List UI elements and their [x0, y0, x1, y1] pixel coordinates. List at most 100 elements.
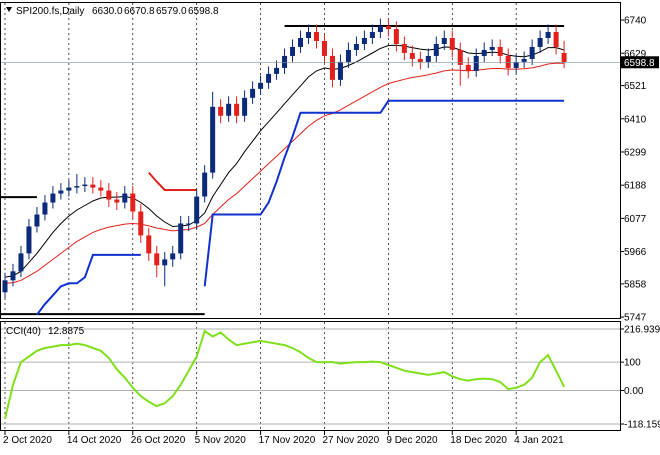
candle-body — [521, 58, 527, 62]
candle-body — [154, 253, 160, 266]
candle-body — [122, 193, 128, 203]
candle-body — [250, 88, 256, 98]
candle-body — [106, 190, 112, 200]
indicator-line — [148, 171, 197, 191]
menu-arrow — [6, 7, 12, 12]
y-tick-label: 6077 — [624, 214, 647, 225]
candle-body — [98, 187, 104, 191]
plot-area: 6740 6629 6521 6410 6299 6188 6077 5966 5858 5747… — [1, 3, 660, 446]
candle-body — [282, 55, 288, 68]
candle-body — [489, 46, 495, 50]
candle-body — [561, 52, 567, 63]
candle-body — [537, 38, 543, 47]
y-tick-label: 6629 — [624, 49, 647, 60]
candle-body — [10, 271, 16, 281]
ohlc-open: 6630.0 — [92, 6, 123, 17]
candle-body — [202, 172, 208, 197]
cci-last-value: 12.8875 — [48, 326, 85, 337]
symbol-title: SPI200.fs,Daily — [16, 6, 84, 17]
x-tick-label: 26 Oct 2020 — [131, 435, 186, 446]
candle-body — [401, 43, 407, 53]
candle-body — [130, 193, 136, 212]
candle-body — [298, 38, 304, 47]
candle-body — [170, 253, 176, 260]
candle-body — [58, 190, 64, 194]
y-tick-label: 5858 — [624, 279, 647, 290]
x-tick-label: 27 Nov 2020 — [322, 435, 379, 446]
candle-body — [74, 186, 80, 188]
candle-body — [457, 49, 463, 65]
candle-body — [234, 103, 240, 116]
candle-body — [449, 38, 455, 50]
cci-title: CCI(40) — [6, 326, 41, 337]
candle-body — [290, 46, 296, 56]
candle-body — [313, 32, 319, 41]
candle-body — [138, 211, 144, 236]
y-tick-label: -118.159 — [624, 420, 660, 431]
candle-body — [306, 32, 312, 38]
candle-body — [329, 55, 335, 80]
x-tick-label: 5 Nov 2020 — [195, 435, 247, 446]
candle-body — [162, 259, 168, 266]
candle-body — [321, 40, 327, 56]
candle-body — [114, 199, 120, 203]
y-tick-label: 6299 — [624, 147, 647, 158]
candle-body — [274, 67, 280, 74]
indicator-line — [4, 62, 565, 284]
candle-body — [441, 38, 447, 44]
x-tick-label: 9 Dec 2020 — [386, 435, 438, 446]
y-tick-label: 6740 — [624, 16, 647, 27]
y-tick-label: 6521 — [624, 81, 647, 92]
candle-body — [226, 103, 232, 116]
x-tick-label: 18 Dec 2020 — [450, 435, 507, 446]
candle-body — [553, 32, 559, 47]
y-tick-label: 100 — [624, 358, 641, 369]
candle-body — [481, 49, 487, 56]
candle-body — [18, 253, 24, 272]
ohlc-close: 6598.8 — [188, 6, 219, 17]
candle-body — [425, 55, 431, 62]
y-tick-label: 5966 — [624, 247, 647, 258]
candle-body — [82, 184, 88, 187]
candle-body — [242, 97, 248, 116]
indicator-line — [4, 44, 565, 278]
ohlc-low: 6579.0 — [156, 6, 187, 17]
candle-body — [345, 49, 351, 62]
cci-frame — [0, 321, 621, 431]
candle-body — [369, 32, 375, 38]
candle-body — [529, 46, 535, 59]
candle-body — [146, 235, 152, 254]
y-tick-label: 5747 — [624, 313, 647, 324]
candle-body — [505, 55, 511, 68]
x-tick-label: 4 Jan 2021 — [514, 435, 564, 446]
candle-body — [545, 32, 551, 38]
candle-body — [218, 106, 224, 116]
candle-body — [210, 106, 216, 173]
candle-body — [2, 280, 8, 293]
candle-body — [393, 29, 399, 44]
price-box — [621, 56, 659, 69]
candle-body — [186, 223, 192, 225]
y-tick-label: 6410 — [624, 114, 647, 125]
candle-body — [473, 55, 479, 71]
y-tick-label: 0.00 — [624, 386, 644, 397]
candle-body — [337, 61, 343, 80]
ohlc-high: 6670.8 — [124, 6, 155, 17]
candle-body — [353, 43, 359, 50]
candle-body — [433, 43, 439, 56]
candle-body — [513, 61, 519, 68]
candle-body — [497, 46, 503, 56]
candle-body — [66, 187, 72, 191]
main-frame — [0, 2, 621, 319]
candle-body — [34, 214, 40, 227]
price-label: 6598.8 — [624, 58, 655, 69]
candle-body — [409, 52, 415, 59]
candle-body — [385, 26, 391, 30]
candle-body — [377, 26, 383, 33]
y-tick-label: 216.9393 — [624, 324, 660, 335]
indicator-line — [36, 99, 565, 316]
candle-body — [266, 73, 272, 83]
y-tick-label: 6188 — [624, 181, 647, 192]
candle-body — [90, 184, 96, 188]
